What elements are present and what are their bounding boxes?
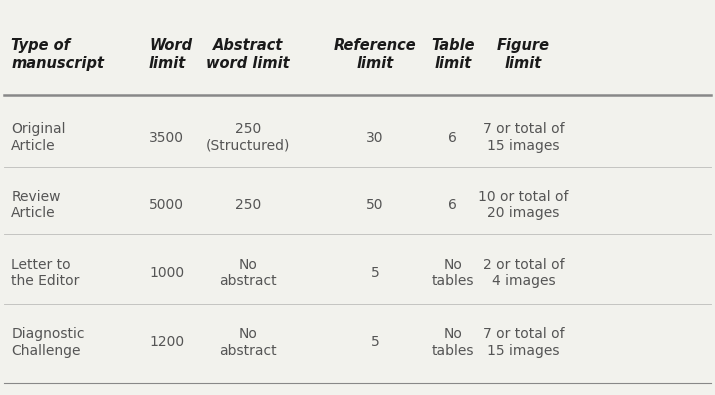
Text: Original
Article: Original Article xyxy=(11,122,66,152)
Text: Review
Article: Review Article xyxy=(11,190,61,220)
Text: 250
(Structured): 250 (Structured) xyxy=(206,122,290,152)
Text: Type of
manuscript: Type of manuscript xyxy=(11,38,104,71)
Text: 6: 6 xyxy=(448,198,458,212)
Text: 250: 250 xyxy=(235,198,261,212)
Text: No
tables: No tables xyxy=(432,258,474,288)
Text: 5: 5 xyxy=(371,266,380,280)
Text: 5000: 5000 xyxy=(149,198,184,212)
Text: 7 or total of
15 images: 7 or total of 15 images xyxy=(483,327,564,357)
Text: 1200: 1200 xyxy=(149,335,184,350)
Text: 10 or total of
20 images: 10 or total of 20 images xyxy=(478,190,569,220)
Text: 3500: 3500 xyxy=(149,131,184,145)
Text: 50: 50 xyxy=(366,198,384,212)
Text: 1000: 1000 xyxy=(149,266,184,280)
Text: Word
limit: Word limit xyxy=(149,38,192,71)
Text: Letter to
the Editor: Letter to the Editor xyxy=(11,258,79,288)
Text: No
abstract: No abstract xyxy=(220,258,277,288)
Text: 6: 6 xyxy=(448,131,458,145)
Text: 30: 30 xyxy=(366,131,384,145)
Text: No
abstract: No abstract xyxy=(220,327,277,357)
Text: Abstract
word limit: Abstract word limit xyxy=(206,38,290,71)
Text: Table
limit: Table limit xyxy=(431,38,475,71)
Text: 5: 5 xyxy=(371,335,380,350)
Text: Diagnostic
Challenge: Diagnostic Challenge xyxy=(11,327,85,357)
Text: No
tables: No tables xyxy=(432,327,474,357)
Text: Reference
limit: Reference limit xyxy=(334,38,416,71)
Text: 7 or total of
15 images: 7 or total of 15 images xyxy=(483,122,564,152)
Text: Figure
limit: Figure limit xyxy=(497,38,550,71)
Text: 2 or total of
4 images: 2 or total of 4 images xyxy=(483,258,564,288)
